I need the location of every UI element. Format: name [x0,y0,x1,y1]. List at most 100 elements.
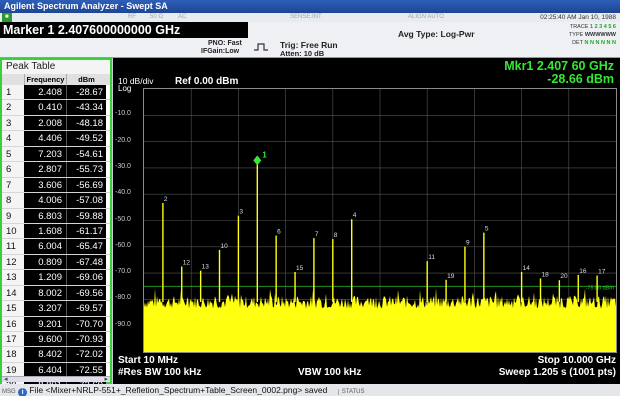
peak-table-scrollbar[interactable]: ◂ ▸ [2,376,110,383]
sweep-time[interactable]: Sweep 1.205 s (1001 pts) [498,367,616,378]
peak-number-label: 4 [353,212,357,219]
row-frequency: 1.209 [24,270,66,285]
row-frequency: 2.008 [24,115,66,131]
row-frequency: 0.410 [24,100,66,115]
row-frequency: 8.002 [24,285,66,301]
table-row[interactable]: 18 8.402 -72.02 [2,347,110,363]
scroll-left-icon[interactable]: ◂ [4,376,8,383]
row-frequency: 9.600 [24,332,66,347]
spectrum-plot: -75.00 dBm 2 3 4 5 6 7 8 9 10 11 12 13 14 15 16 17 18 19 20… [144,89,616,352]
start-frequency[interactable]: Start 10 MHz [118,355,179,366]
table-row[interactable]: 11 6.004 -65.47 [2,239,110,255]
peak-table-title: Peak Table [2,60,110,74]
row-frequency: 2.408 [24,85,66,100]
row-index: 19 [2,362,24,378]
row-amplitude: -70.93 [66,332,106,347]
ref-level-label[interactable]: Ref 0.00 dBm [175,76,239,87]
y-tick-label: -80.0 [115,294,131,302]
peak-number-label: 2 [164,196,168,203]
row-amplitude: -70.70 [66,316,106,331]
stop-frequency[interactable]: Stop 10.000 GHz [537,355,616,366]
table-row[interactable]: 13 1.209 -69.06 [2,270,110,286]
row-index: 15 [2,301,24,316]
marker-1-diamond [253,155,262,166]
table-row[interactable]: 15 3.207 -69.57 [2,301,110,317]
peak-table-panel: Peak Table Frequency dBm 1 2.408 -28.67 2 0.… [0,58,112,394]
marker-readout-amplitude: -28.66 dBm [547,72,614,86]
vbw[interactable]: VBW 100 kHz [298,367,362,378]
row-amplitude: -56.69 [66,177,106,193]
trace-block: TRACE 1 2 3 4 5 6 TYPE WWWWWW DET N N N … [569,23,616,47]
marker-readout-frequency: Mkr1 2.407 60 GHz [504,59,614,73]
peak-number-label: 3 [239,209,243,216]
peak-number-label: 9 [466,239,470,246]
noise-floor-trace [144,287,616,352]
row-amplitude: -72.02 [66,347,106,362]
peak-number-label: 18 [541,271,549,278]
marker-title[interactable]: Marker 1 2.407600000000 GHz [0,22,248,38]
table-row[interactable]: 10 1.608 -61.17 [2,223,110,240]
res-bw[interactable]: #Res BW 100 kHz [118,367,202,378]
y-tick-label: -90.0 [115,320,131,328]
row-index: 18 [2,347,24,362]
row-amplitude: -65.47 [66,239,106,254]
table-row[interactable]: 1 2.408 -28.67 [2,85,110,101]
log-label: Log [118,84,132,93]
row-amplitude: -67.48 [66,254,106,270]
peak-number-label: 6 [277,229,281,236]
rf-input-label: RF [128,14,136,20]
peak-number-label: 15 [296,265,304,272]
row-index: 1 [2,85,24,100]
row-amplitude: -59.88 [66,208,106,223]
row-index: 9 [2,208,24,223]
peak-number-label: 10 [221,243,229,250]
row-index: 17 [2,332,24,347]
row-amplitude: -61.17 [66,223,106,239]
row-index: 11 [2,239,24,254]
table-row[interactable]: 8 4.006 -57.08 [2,193,110,209]
ifgain-label: IFGain:Low [201,48,240,55]
spectrum-display: 10 dB/div Log Ref 0.00 dBm Mkr1 2.407 60… [113,58,620,384]
scroll-right-icon[interactable]: ▸ [104,376,108,383]
table-row[interactable]: 16 9.201 -70.70 [2,316,110,332]
status-tag: STATUS [337,389,365,395]
peak-number-label: 19 [447,273,455,280]
trigger-icon [254,43,268,51]
row-frequency: 3.606 [24,177,66,193]
row-index: 13 [2,270,24,285]
row-frequency: 8.402 [24,347,66,362]
table-row[interactable]: 5 7.203 -54.61 [2,146,110,163]
type-label: TYPE [568,32,584,38]
align-label: ALIGN AUTO [408,14,444,20]
sense-label: SENSE:INT [290,14,322,20]
table-row[interactable]: 3 2.008 -48.18 [2,115,110,132]
row-amplitude: -72.55 [66,362,106,378]
row-index: 7 [2,177,24,193]
atten-label: Atten: 10 dB [280,49,325,58]
y-tick-label: -40.0 [115,189,131,197]
row-frequency: 7.203 [24,146,66,162]
table-row[interactable]: 14 8.002 -69.56 [2,285,110,302]
y-tick-label: -30.0 [115,162,131,170]
row-frequency: 1.608 [24,223,66,239]
datetime: 02:25:40 AM Jan 10, 1988 [540,14,616,21]
row-frequency: 6.404 [24,362,66,378]
table-row[interactable]: 9 6.803 -59.88 [2,208,110,224]
threshold-label: -75.00 dBm [586,285,615,291]
table-row[interactable]: 12 0.809 -67.48 [2,254,110,271]
msg-tag: MSG [2,389,16,395]
table-row[interactable]: 7 3.606 -56.69 [2,177,110,194]
pno-label: PNO: Fast [208,40,242,47]
table-row[interactable]: 17 9.600 -70.93 [2,332,110,348]
peak-number-label: 14 [523,265,531,272]
row-amplitude: -54.61 [66,146,106,162]
table-row[interactable]: 2 0.410 -43.34 [2,100,110,116]
row-amplitude: -69.57 [66,301,106,316]
avg-type-label: Avg Type: Log-Pwr [398,29,475,39]
status-row: ■ RF 50 Ω AC SENSE:INT ALIGN AUTO 02:25:… [0,13,620,22]
table-row[interactable]: 4 4.406 -49.52 [2,131,110,147]
row-index: 5 [2,146,24,162]
table-row[interactable]: 19 6.404 -72.55 [2,362,110,379]
table-row[interactable]: 6 2.807 -55.73 [2,162,110,178]
peak-table-header: Frequency dBm [2,74,110,85]
